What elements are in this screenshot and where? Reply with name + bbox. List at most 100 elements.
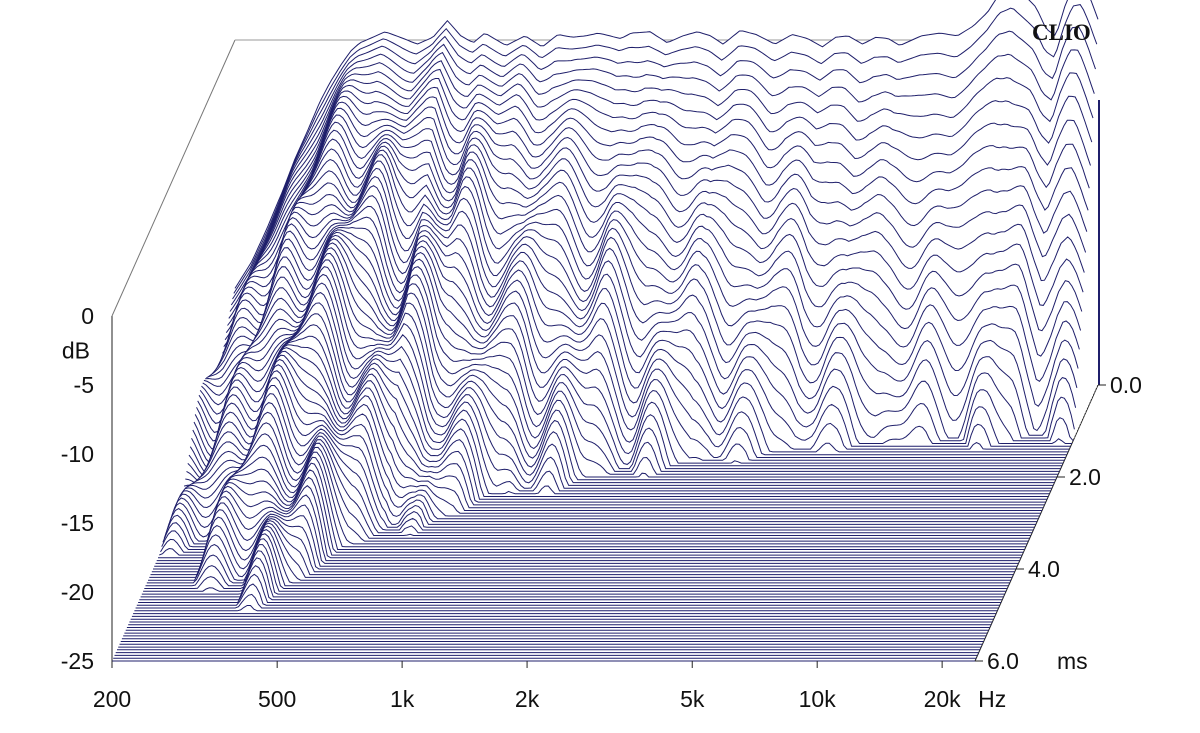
x-tick-label: 200 bbox=[93, 686, 131, 712]
slice-line bbox=[135, 593, 999, 609]
slice-line bbox=[144, 538, 1008, 589]
slice-line bbox=[196, 242, 1060, 472]
waterfall-slice bbox=[136, 583, 1000, 606]
slice-line bbox=[140, 557, 1004, 598]
slice-line bbox=[233, 4, 1098, 294]
slice-line bbox=[158, 485, 1021, 559]
x-tick-label: 5k bbox=[680, 686, 705, 712]
slice-line bbox=[174, 364, 1039, 520]
slice-line bbox=[212, 154, 1077, 436]
slice-mask bbox=[179, 351, 1043, 511]
slice-line bbox=[189, 273, 1054, 486]
slice-line bbox=[205, 205, 1069, 453]
slice-line bbox=[219, 114, 1084, 365]
slice-mask bbox=[150, 520, 1014, 575]
z-tick-label: 0.0 bbox=[1110, 372, 1142, 398]
slice-line bbox=[215, 138, 1080, 382]
x-tick-label: 10k bbox=[799, 686, 837, 712]
slice-line bbox=[225, 78, 1090, 333]
x-tick-label: 2k bbox=[515, 686, 540, 712]
z-tick-label: 6.0 bbox=[987, 648, 1019, 674]
y-tick-label: 0 bbox=[81, 303, 94, 329]
waterfall-slice bbox=[143, 544, 1007, 592]
waterfall-slice bbox=[134, 605, 998, 612]
slice-line bbox=[179, 347, 1044, 509]
slice-line bbox=[194, 247, 1059, 475]
slice-line bbox=[220, 107, 1085, 360]
slice-line bbox=[228, 60, 1093, 319]
waterfall-slice bbox=[141, 550, 1005, 595]
z-unit-label: ms bbox=[1057, 648, 1088, 674]
slice-line bbox=[156, 490, 1020, 562]
slice-line bbox=[188, 282, 1052, 489]
slice-line bbox=[167, 411, 1031, 536]
waterfall-slice bbox=[138, 573, 1002, 603]
z-tick-label: 4.0 bbox=[1028, 556, 1060, 582]
slice-line bbox=[181, 344, 1045, 506]
slice-line bbox=[177, 354, 1041, 514]
slice-line bbox=[143, 544, 1007, 592]
y-tick-label: -5 bbox=[74, 372, 94, 398]
slice-line bbox=[210, 160, 1075, 439]
slice-line bbox=[176, 358, 1040, 517]
waterfall-slice bbox=[149, 522, 1013, 578]
slice-line bbox=[139, 565, 1003, 601]
slice-line bbox=[160, 469, 1024, 553]
slice-line bbox=[186, 302, 1050, 495]
slice-line bbox=[191, 266, 1055, 484]
slice-line bbox=[145, 533, 1009, 587]
slice-line bbox=[229, 51, 1094, 312]
slice-line bbox=[168, 402, 1033, 534]
slice-line bbox=[171, 385, 1035, 528]
slice-line bbox=[197, 238, 1061, 470]
slice-line bbox=[148, 525, 1011, 581]
slice-line bbox=[134, 605, 998, 612]
slice-line bbox=[206, 195, 1070, 450]
slice-line bbox=[223, 95, 1088, 347]
slice-line bbox=[187, 292, 1051, 492]
slice-line bbox=[154, 502, 1018, 567]
axes: 200 500 1k 2k 5k 10k 20k Hz 0 -5 -10 -15 -20 -25 dB 0.0… bbox=[61, 303, 1142, 712]
waterfall-slice bbox=[140, 557, 1004, 598]
slice-line bbox=[161, 462, 1025, 550]
slice-line bbox=[207, 185, 1071, 447]
slice-line bbox=[198, 234, 1062, 467]
waterfall-slice bbox=[135, 593, 999, 609]
waterfall-slice bbox=[146, 529, 1010, 584]
slice-line bbox=[150, 520, 1014, 576]
y-tick-label: -20 bbox=[61, 579, 94, 605]
y-unit-label: dB bbox=[62, 338, 90, 364]
slice-line bbox=[146, 529, 1010, 584]
slice-line bbox=[172, 377, 1036, 525]
slice-line bbox=[193, 252, 1057, 478]
slice-line bbox=[173, 370, 1038, 523]
frame-edge-left bbox=[111, 39, 236, 317]
depth-axis-line bbox=[974, 384, 1099, 662]
x-tick-label: 500 bbox=[258, 686, 296, 712]
x-unit-label: Hz bbox=[978, 686, 1006, 712]
slice-line bbox=[153, 509, 1016, 570]
z-tick-label: 2.0 bbox=[1069, 464, 1101, 490]
waterfall-slice bbox=[148, 525, 1011, 581]
slice-line bbox=[213, 149, 1078, 432]
slice-line bbox=[162, 456, 1026, 548]
waterfall-slice bbox=[150, 520, 1014, 576]
slice-line bbox=[141, 550, 1005, 595]
slice-line bbox=[164, 433, 1029, 542]
slice-line bbox=[178, 350, 1043, 511]
slice-line bbox=[149, 522, 1013, 578]
slice-line bbox=[217, 129, 1082, 374]
y-tick-label: -10 bbox=[61, 441, 94, 467]
waterfall-slice bbox=[145, 533, 1009, 587]
slice-line bbox=[138, 573, 1002, 603]
slice-line bbox=[202, 226, 1066, 458]
slice-line bbox=[232, 26, 1096, 300]
slice-line bbox=[192, 259, 1056, 481]
slice-line bbox=[222, 101, 1087, 354]
slice-line bbox=[230, 43, 1095, 306]
slice-line bbox=[169, 393, 1034, 531]
slice-line bbox=[203, 216, 1067, 456]
slice-line bbox=[159, 476, 1023, 556]
slice-line bbox=[234, 0, 1099, 289]
